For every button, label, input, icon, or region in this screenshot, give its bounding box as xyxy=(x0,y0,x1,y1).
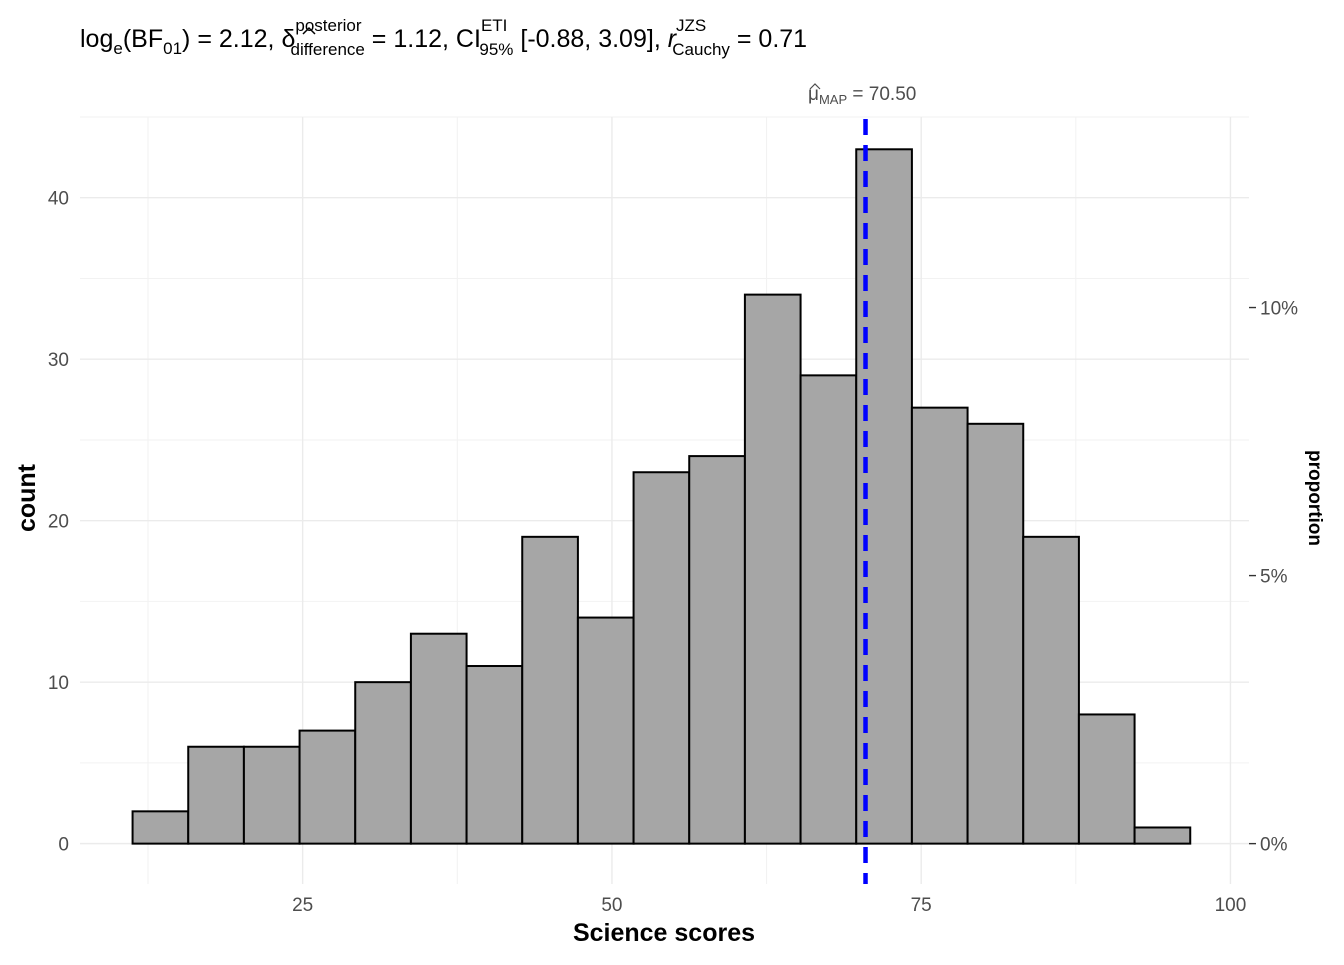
histogram-bar xyxy=(187,745,245,845)
bars-layer xyxy=(131,148,1192,845)
y2-tick-label: 5% xyxy=(1260,567,1288,588)
subtitle-ci-interval: [-0.88, 3.09] xyxy=(520,25,653,53)
subtitle-r: r xyxy=(668,25,678,53)
y-axis-title: count xyxy=(13,463,41,532)
subtitle-sep-1: , δ xyxy=(268,25,296,53)
axes-layer: 0 10 20 30 40 25 50 75 100 0% 5% 10% xyxy=(48,189,1298,916)
annotation-mu-hat xyxy=(809,83,821,90)
subtitle-bf-open: (BF xyxy=(123,25,163,53)
annotation-eq: = xyxy=(847,84,869,105)
annotation-value: 70.50 xyxy=(869,84,917,105)
histogram-bar xyxy=(1133,826,1192,845)
subtitle-r-value: 0.71 xyxy=(758,25,807,53)
histogram-bar xyxy=(298,729,357,845)
y2-tick-label: 0% xyxy=(1260,835,1288,856)
y-tick-label: 0 xyxy=(58,835,69,856)
y-tick-label: 20 xyxy=(48,512,69,533)
subtitle-r-sup: JZS xyxy=(676,16,706,35)
histogram-bar xyxy=(966,422,1025,845)
subtitle-bf-sub: 01 xyxy=(163,39,182,58)
histogram-bar xyxy=(409,632,468,845)
subtitle-r-eq: = xyxy=(730,25,759,53)
subtitle-delta-value: 1.12 xyxy=(393,25,442,53)
subtitle-log-base: e xyxy=(113,39,122,58)
x-tick-label: 100 xyxy=(1215,895,1247,916)
histogram-bar xyxy=(131,810,190,845)
subtitle-ci-sub: 95% xyxy=(479,40,513,59)
subtitle-ci-space xyxy=(513,25,520,53)
histogram-bar xyxy=(242,745,301,845)
histogram-bar xyxy=(688,455,746,845)
histogram-bar xyxy=(521,535,579,845)
y-tick-label: 30 xyxy=(48,350,69,371)
y2-axis-title: proportion xyxy=(1304,450,1325,546)
annotation-sub: MAP xyxy=(819,92,847,107)
x-tick-label: 25 xyxy=(292,895,313,916)
histogram-bar xyxy=(576,616,635,845)
histogram-bar xyxy=(910,406,969,845)
x-tick-label: 50 xyxy=(601,895,622,916)
histogram-bar xyxy=(743,293,802,845)
x-axis-title: Science scores xyxy=(573,919,755,947)
histogram-bar xyxy=(1022,535,1080,845)
subtitle-delta-hat xyxy=(302,26,316,35)
histogram-bar xyxy=(465,665,524,845)
x-tick-label: 75 xyxy=(911,895,932,916)
histogram-bar xyxy=(1077,713,1136,845)
subtitle-ci-sup: ETI xyxy=(481,16,507,35)
subtitle-r-sub: Cauchy xyxy=(672,40,730,59)
histogram-bar xyxy=(354,681,412,845)
histogram-bar xyxy=(799,374,858,845)
subtitle-sep-2: , xyxy=(654,25,668,53)
subtitle-delta-sub: difference xyxy=(291,40,365,59)
centrality-annotation: μMAP = 70.50 xyxy=(808,84,916,107)
y2-tick-label: 10% xyxy=(1260,299,1298,320)
y-tick-label: 40 xyxy=(48,189,69,210)
subtitle-bf-value: 2.12 xyxy=(219,25,268,53)
y-tick-label: 10 xyxy=(48,673,69,694)
subtitle-bf-close: ) = xyxy=(182,25,219,53)
histogram-bar xyxy=(632,471,691,845)
subtitle-ci-text: , CI xyxy=(442,25,481,53)
chart-subtitle: loge(BF01) = 2.12, δposterior difference … xyxy=(80,16,807,59)
subtitle-delta-eq: = xyxy=(365,25,394,53)
annotation-mu: μ xyxy=(808,84,819,105)
subtitle-log-text: log xyxy=(80,25,113,53)
